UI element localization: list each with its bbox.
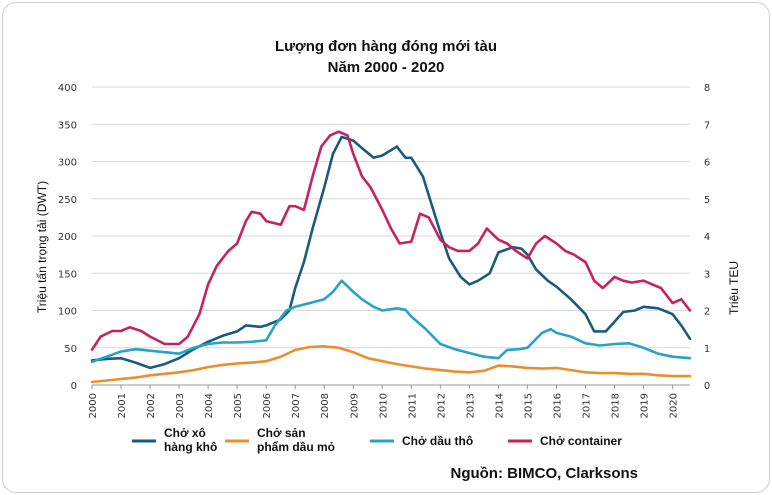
x-tick-label: 2005 [233,393,244,418]
y-right-tick-label: 3 [704,269,710,280]
y-axis-left-label: Triệu tấn trọng tải (DWT) [35,181,49,313]
legend: Chở xô hàng khô Chở sản phẩm dầu mỏ Chở dầu … [132,426,622,454]
y-left-tick-label: 400 [58,83,77,94]
x-axis-ticks: 2000 2001 2002 2003 2004 2005 2006 2007 2008 2009… [88,384,690,418]
x-tick-label: 2010 [378,393,389,418]
y-left-tick-label: 0 [71,381,77,392]
x-tick-label: 2002 [146,393,157,418]
legend-label: Chở container [540,434,622,448]
x-tick-label: 2012 [436,393,447,418]
chart-title-line2: Năm 2000 - 2020 [328,59,445,76]
series-line [90,135,692,370]
y-right-tick-label: 2 [704,307,710,318]
series-lines [90,130,692,384]
y-right-tick-label: 1 [704,344,710,355]
y-left-tick-label: 300 [58,158,77,169]
x-tick-label: 2000 [88,393,99,418]
x-tick-label: 2019 [640,393,651,418]
legend-label: Chở sản phẩm dầu mỏ [257,426,335,454]
y-left-tick-label: 150 [58,269,77,280]
y-right-tick-label: 4 [704,232,710,243]
x-tick-label: 2006 [262,393,273,418]
y-left-tick-label: 50 [64,344,77,355]
series-line [90,279,692,364]
x-tick-label: 2020 [669,393,680,418]
legend-label: Chở dầu thô [402,434,473,448]
y-axis-right-ticks: 0 1 2 3 4 5 6 7 8 [704,83,710,392]
x-tick-label: 2015 [523,393,534,418]
y-axis-left-ticks: 0 50 100 150 200 250 300 350 400 [58,83,77,392]
y-left-tick-label: 250 [58,195,77,206]
x-tick-label: 2007 [291,393,302,418]
series-line [90,130,692,351]
y-left-tick-label: 100 [58,307,77,318]
y-left-tick-label: 200 [58,232,77,243]
y-axis-right-label: Triệu TEU [727,261,741,315]
y-right-tick-label: 6 [704,158,710,169]
y-right-tick-label: 0 [704,381,710,392]
x-tick-label: 2018 [611,393,622,418]
x-tick-label: 2008 [320,393,331,418]
y-right-tick-label: 8 [704,83,710,94]
x-tick-label: 2013 [465,393,476,418]
y-left-tick-label: 350 [58,120,77,131]
y-right-tick-label: 5 [704,195,710,206]
series-line [90,345,692,384]
y-right-tick-label: 7 [704,120,710,131]
source-note: Nguồn: BIMCO, Clarksons [450,465,638,482]
x-tick-label: 2001 [117,393,128,418]
x-tick-label: 2014 [494,393,505,418]
x-tick-label: 2004 [204,393,215,418]
x-tick-label: 2017 [581,393,592,418]
legend-label: Chở xô hàng khô [164,426,217,454]
x-tick-label: 2009 [349,393,360,418]
x-tick-label: 2003 [175,393,186,418]
x-tick-label: 2011 [407,393,418,418]
x-tick-label: 2016 [552,393,563,418]
chart-title-line1: Lượng đơn hàng đóng mới tàu [275,38,497,55]
